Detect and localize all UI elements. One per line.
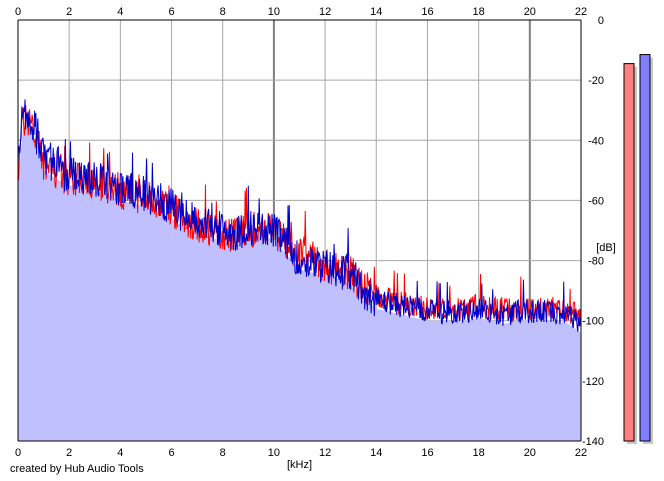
y-tick-labels: 0 -20 -40 -60 -80 -100 -120 -140 — [582, 15, 604, 448]
x-tick-label-bottom: 6 — [168, 447, 174, 459]
x-axis-label: [kHz] — [287, 459, 312, 471]
y-tick-label: -20 — [588, 75, 604, 87]
x-tick-label-top: 20 — [524, 6, 536, 18]
y-tick-label: -80 — [588, 256, 604, 268]
axes — [17, 19, 582, 442]
y-tick-label: -100 — [582, 316, 604, 328]
x-tick-label-bottom: 4 — [117, 447, 123, 459]
y-axis-label: [dB] — [596, 242, 616, 254]
x-tick-label-top: 0 — [15, 6, 21, 18]
x-tick-label-bottom: 8 — [220, 447, 226, 459]
x-tick-label-top: 22 — [575, 6, 587, 18]
x-tick-label-top: 4 — [117, 6, 123, 18]
x-tick-label-top: 18 — [473, 6, 485, 18]
x-tick-label-top: 8 — [220, 6, 226, 18]
x-tick-label-bottom: 10 — [268, 447, 280, 459]
x-tick-label-bottom: 16 — [421, 447, 433, 459]
level-meter-left — [623, 63, 635, 442]
x-tick-label-bottom: 18 — [473, 447, 485, 459]
y-tick-label: -60 — [588, 195, 604, 207]
spectrum-fill-area — [18, 125, 581, 441]
x-tick-label-bottom: 12 — [319, 447, 331, 459]
series-blue-channel — [17, 99, 582, 332]
x-tick-label-top: 14 — [370, 6, 382, 18]
x-tick-label-top: 16 — [421, 6, 433, 18]
level-meters — [623, 54, 653, 444]
y-tick-label: -40 — [588, 135, 604, 147]
y-tick-label: -120 — [582, 376, 604, 388]
y-tick-label: -140 — [582, 436, 604, 448]
x-tick-label-top: 12 — [319, 6, 331, 18]
x-tick-label-bottom: 14 — [370, 447, 382, 459]
level-meter-right — [639, 54, 651, 442]
x-tick-label-top: 2 — [66, 6, 72, 18]
x-tick-label-bottom: 0 — [15, 447, 21, 459]
footer-credit: created by Hub Audio Tools — [10, 463, 144, 475]
x-tick-label-bottom: 20 — [524, 447, 536, 459]
series-layer — [17, 99, 582, 332]
x-tick-label-bottom: 2 — [66, 447, 72, 459]
x-tick-label-bottom: 22 — [575, 447, 587, 459]
y-tick-label: 0 — [598, 15, 604, 27]
x-tick-label-top: 10 — [268, 6, 280, 18]
x-tick-label-top: 6 — [168, 6, 174, 18]
spectrum-fill — [18, 125, 581, 441]
